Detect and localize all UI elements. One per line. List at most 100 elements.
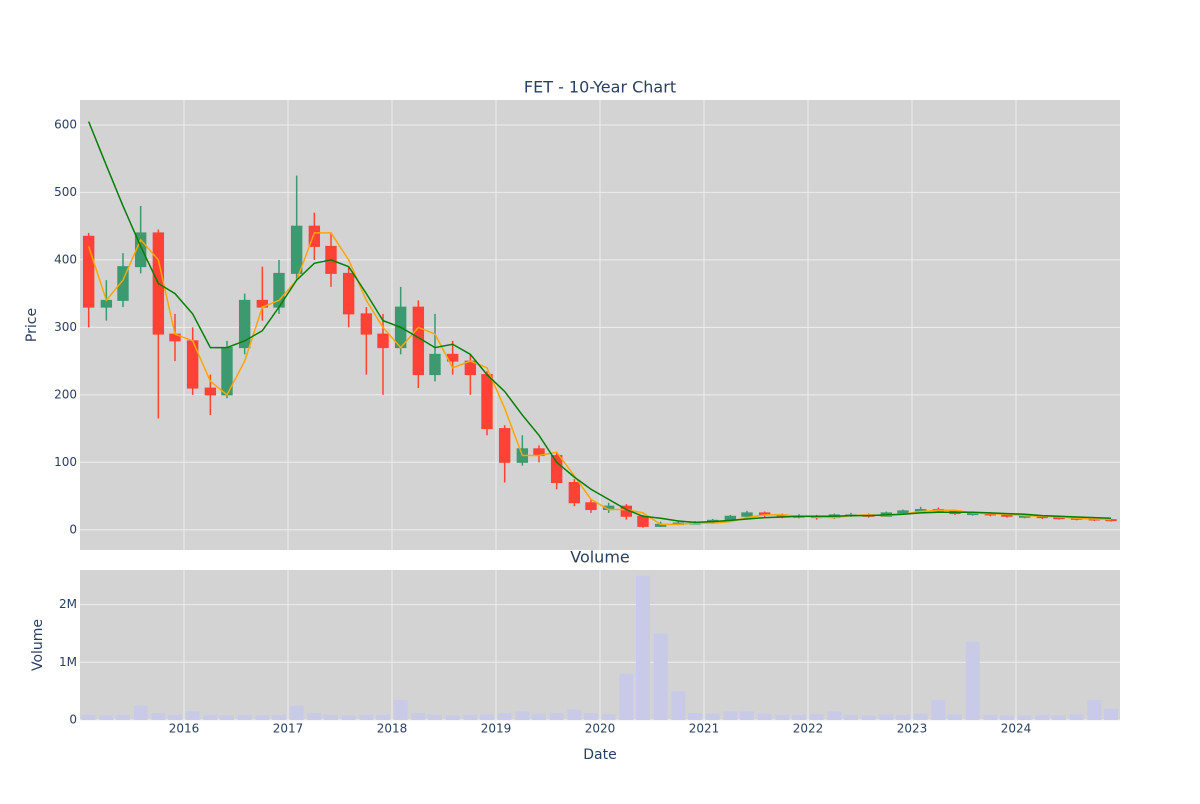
x-tick-label: 2018 bbox=[377, 722, 408, 736]
volume-bar bbox=[809, 714, 824, 720]
candle-body bbox=[637, 515, 649, 527]
candle-body bbox=[117, 266, 129, 301]
volume-bar bbox=[705, 713, 720, 720]
y-tick-label: 200 bbox=[54, 387, 77, 401]
volume-bar bbox=[480, 714, 494, 720]
x-tick-label: 2016 bbox=[169, 722, 200, 736]
candle-body bbox=[481, 374, 493, 430]
x-tick-label: 2021 bbox=[689, 722, 720, 736]
volume-bar bbox=[307, 713, 322, 720]
volume-bar bbox=[393, 699, 408, 720]
candle-body bbox=[82, 235, 95, 308]
volume-bar bbox=[584, 713, 598, 720]
y-tick-label: 600 bbox=[54, 117, 77, 131]
volume-bar bbox=[463, 714, 478, 720]
volume-bar bbox=[948, 714, 962, 720]
volume-bar bbox=[792, 714, 806, 720]
volume-bar bbox=[185, 711, 200, 720]
volume-bar bbox=[1017, 715, 1032, 720]
x-axis-title: Date bbox=[583, 747, 616, 763]
volume-bar bbox=[203, 714, 218, 720]
volume-bar bbox=[913, 713, 928, 720]
volume-bar bbox=[549, 713, 564, 720]
y-tick-label: 2M bbox=[59, 597, 77, 611]
y-tick-label: 0 bbox=[69, 522, 77, 536]
candle-body bbox=[498, 428, 511, 463]
volume-bar bbox=[931, 699, 946, 720]
candle-body bbox=[429, 353, 441, 376]
volume-bar bbox=[168, 714, 182, 720]
volume-bar bbox=[151, 713, 166, 720]
volume-bar bbox=[255, 715, 270, 720]
volume-bar bbox=[445, 715, 460, 720]
x-tick-label: 2023 bbox=[897, 722, 928, 736]
volume-bar bbox=[965, 642, 980, 720]
subplot-title: Volume bbox=[570, 548, 630, 567]
moving-average-line bbox=[87, 232, 1112, 526]
candle-body bbox=[568, 482, 581, 504]
y-axis-title: Volume bbox=[30, 619, 46, 671]
volume-bar bbox=[324, 714, 338, 720]
volume-bar bbox=[81, 714, 96, 720]
y-axis-title: Price bbox=[24, 308, 40, 342]
volume-bar bbox=[133, 705, 148, 720]
volume-bar bbox=[983, 714, 998, 720]
candle-body bbox=[377, 333, 389, 349]
volume-bar bbox=[1052, 715, 1066, 720]
volume-bar bbox=[237, 714, 252, 720]
volume-bar bbox=[497, 713, 512, 720]
volume-bar bbox=[376, 714, 390, 720]
candle-body bbox=[308, 225, 321, 247]
volume-bar bbox=[99, 715, 114, 720]
candle-body bbox=[204, 387, 217, 396]
volume-bar bbox=[827, 711, 842, 720]
candle-body bbox=[741, 512, 753, 517]
x-tick-label: 2020 bbox=[585, 722, 616, 736]
volume-bar bbox=[1104, 708, 1118, 720]
volume-bar bbox=[532, 713, 546, 720]
volume-bar bbox=[1035, 714, 1050, 720]
volume-bar bbox=[619, 673, 634, 720]
volume-bar bbox=[116, 714, 130, 720]
volume-bar bbox=[359, 714, 374, 720]
volume-bar bbox=[1087, 699, 1102, 720]
chart-title: FET - 10-Year Chart bbox=[524, 78, 676, 97]
volume-bar bbox=[220, 715, 234, 720]
volume-bar bbox=[653, 633, 668, 720]
volume-bar bbox=[757, 713, 772, 720]
volume-bar bbox=[636, 575, 650, 720]
volume-bar bbox=[775, 714, 790, 720]
candle-body bbox=[412, 306, 425, 376]
candle-body bbox=[897, 510, 909, 514]
volume-bar bbox=[289, 705, 304, 720]
volume-bar bbox=[879, 714, 894, 720]
x-tick-label: 2024 bbox=[1001, 722, 1032, 736]
candle-body bbox=[550, 455, 563, 484]
y-tick-label: 1M bbox=[59, 655, 77, 669]
volume-bar bbox=[896, 714, 910, 720]
volume-bar bbox=[515, 711, 530, 720]
volume-bar bbox=[1000, 715, 1014, 720]
volume-bar bbox=[567, 709, 582, 720]
y-tick-label: 400 bbox=[54, 252, 77, 266]
volume-bar bbox=[428, 714, 442, 720]
volume-bar bbox=[723, 711, 738, 720]
x-tick-label: 2022 bbox=[793, 722, 824, 736]
y-tick-label: 0 bbox=[69, 713, 77, 727]
volume-bar bbox=[844, 714, 858, 720]
volume-bar bbox=[341, 715, 356, 720]
y-tick-label: 100 bbox=[54, 455, 77, 469]
volume-bar bbox=[861, 715, 876, 720]
y-tick-label: 500 bbox=[54, 185, 77, 199]
volume-bar bbox=[272, 714, 286, 720]
x-tick-label: 2019 bbox=[481, 722, 512, 736]
volume-bar bbox=[601, 714, 616, 720]
volume-bar bbox=[1069, 714, 1084, 720]
candle-body bbox=[360, 313, 373, 335]
volume-bar bbox=[688, 713, 702, 720]
x-tick-label: 2017 bbox=[273, 722, 304, 736]
candle-body bbox=[238, 299, 251, 349]
y-tick-label: 300 bbox=[54, 320, 77, 334]
volume-bar bbox=[411, 713, 426, 720]
